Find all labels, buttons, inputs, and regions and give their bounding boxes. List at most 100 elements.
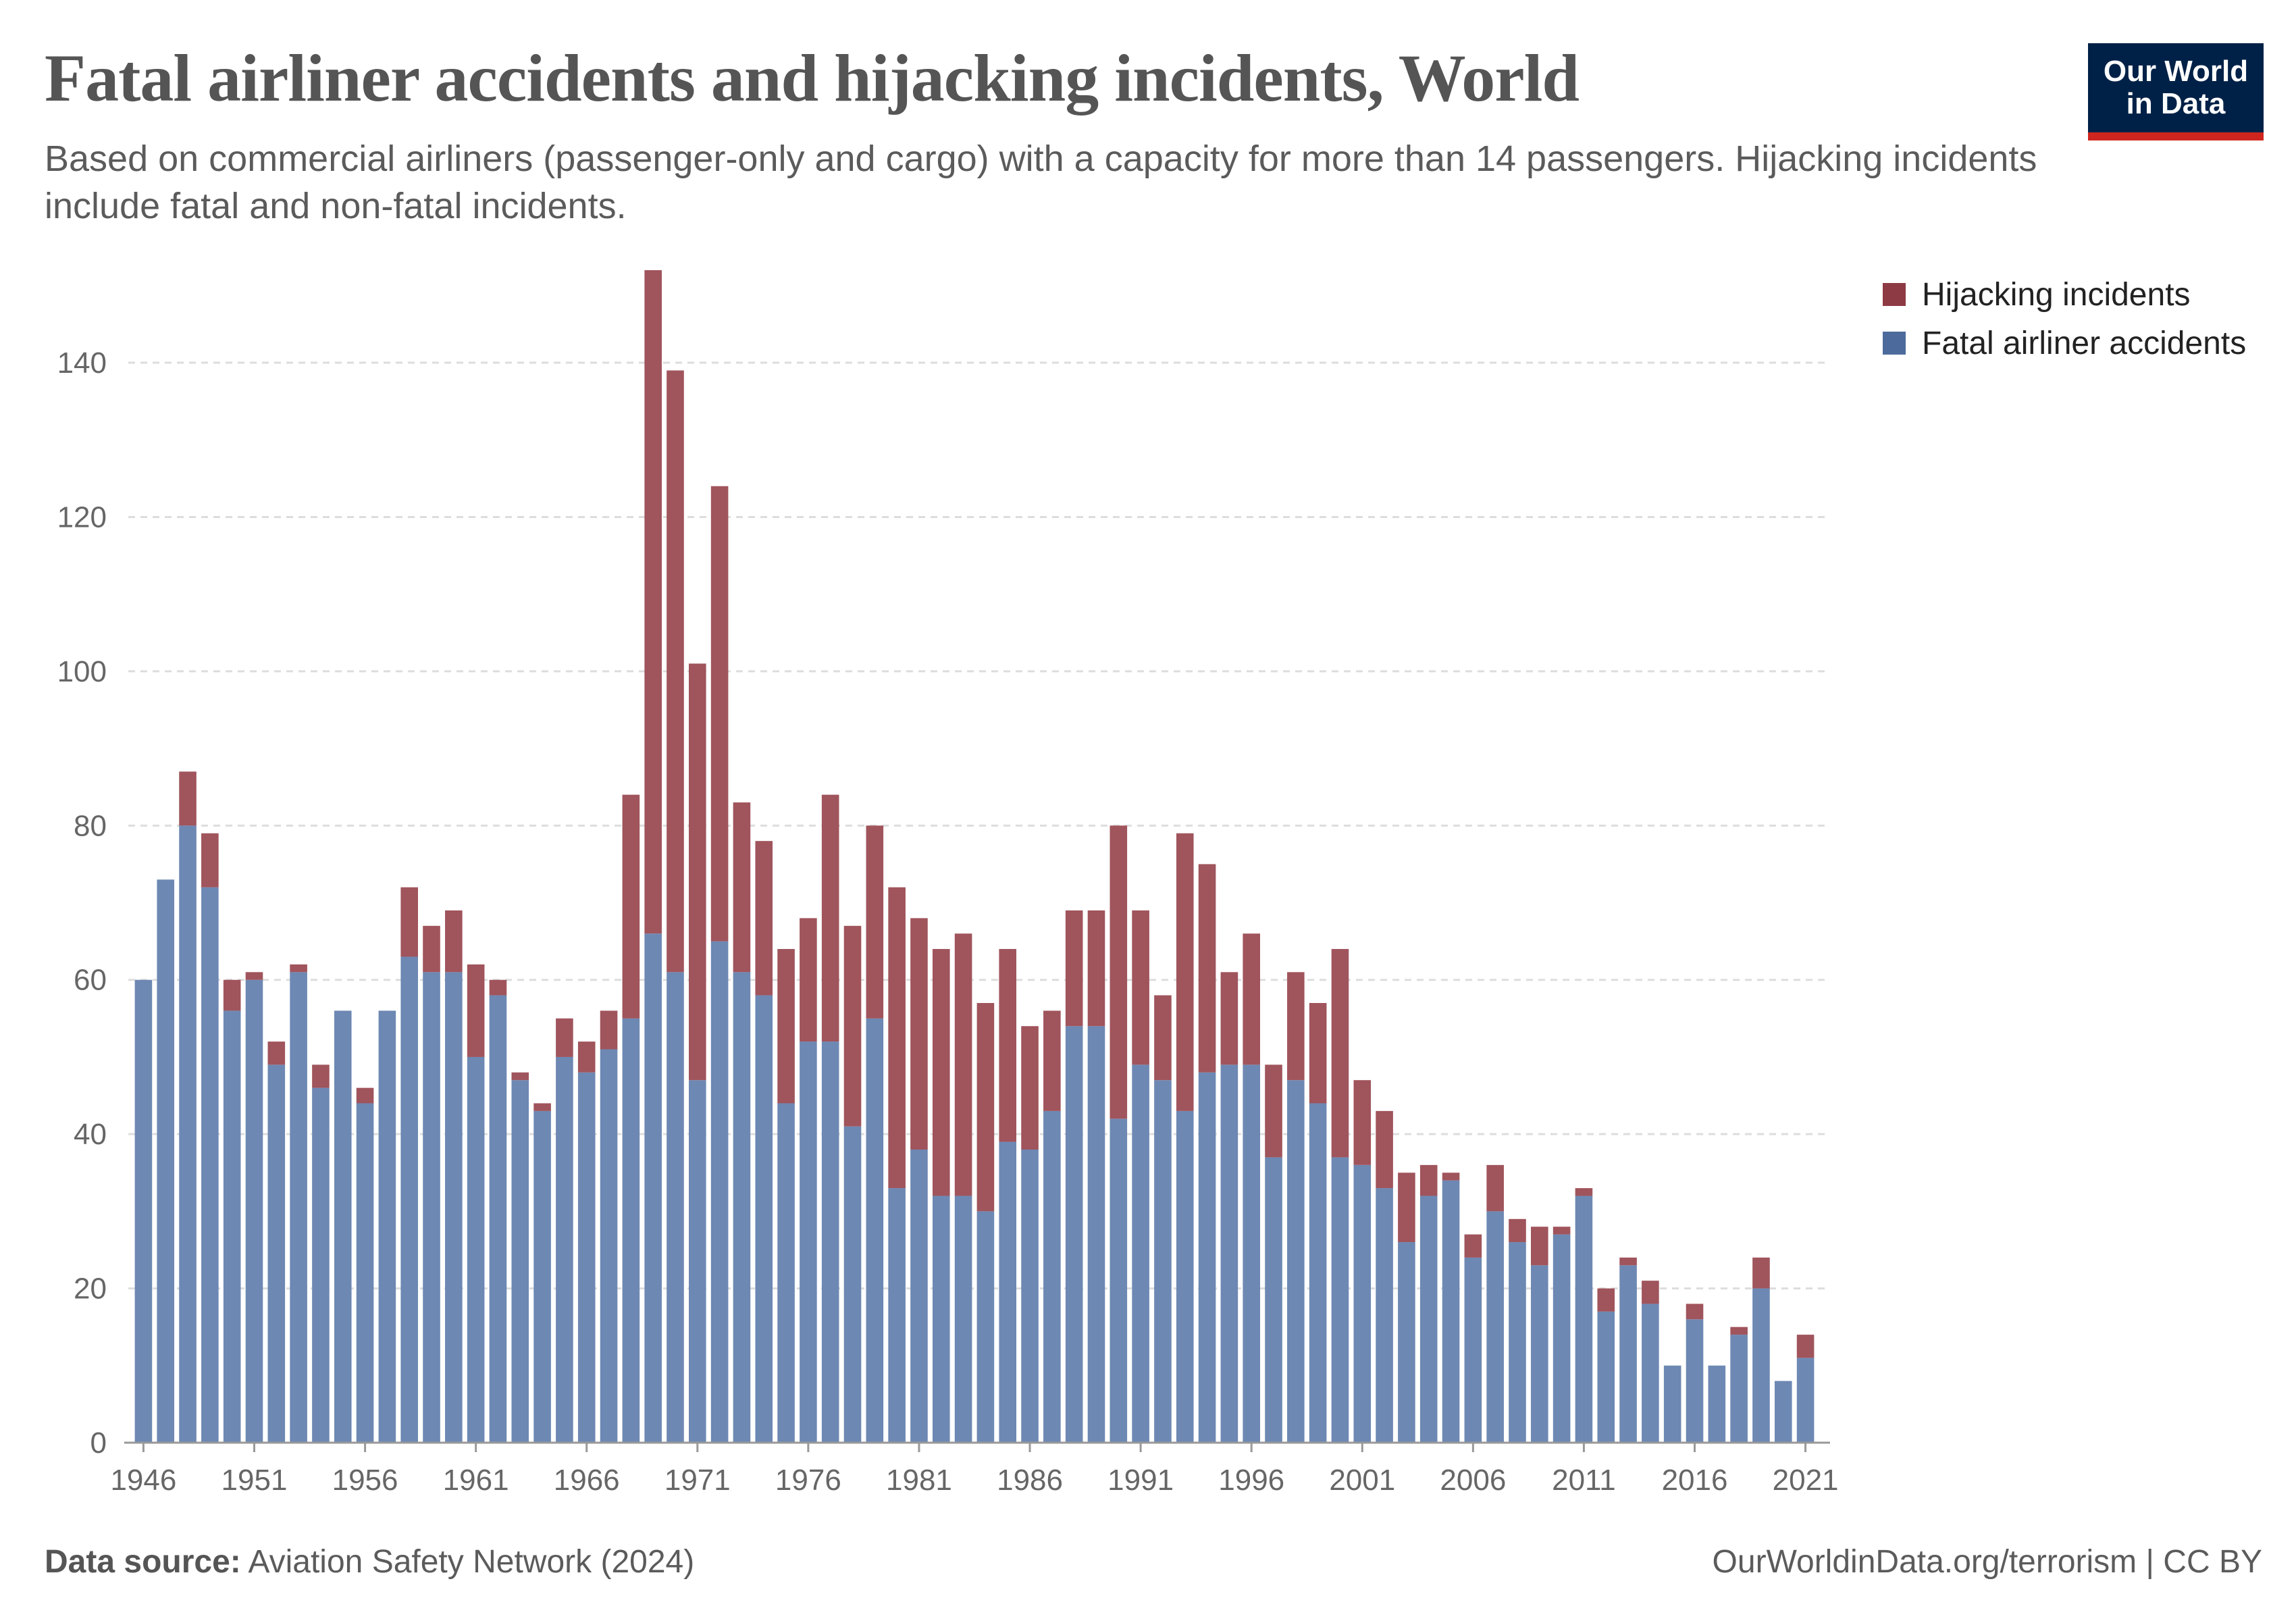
bar-accidents[interactable]	[1796, 1358, 1815, 1443]
bar-hijacking[interactable]	[1087, 910, 1105, 1027]
legend-item-accidents[interactable]: Fatal airliner accidents	[1883, 319, 2246, 367]
bar-accidents[interactable]	[467, 1056, 485, 1443]
bar-accidents[interactable]	[600, 1049, 618, 1443]
bar-accidents[interactable]	[821, 1041, 839, 1443]
bar-accidents[interactable]	[1619, 1265, 1637, 1443]
bar-hijacking[interactable]	[777, 949, 795, 1104]
bar-accidents[interactable]	[1065, 1026, 1083, 1443]
bar-accidents[interactable]	[777, 1103, 795, 1443]
bar-hijacking[interactable]	[843, 925, 862, 1127]
bar-hijacking[interactable]	[577, 1041, 596, 1073]
bar-accidents[interactable]	[1021, 1150, 1039, 1443]
bar-hijacking[interactable]	[467, 964, 485, 1057]
bar-accidents[interactable]	[866, 1018, 884, 1443]
bar-hijacking[interactable]	[400, 887, 418, 957]
bar-accidents[interactable]	[1331, 1157, 1349, 1443]
bar-accidents[interactable]	[1353, 1164, 1372, 1443]
bar-accidents[interactable]	[245, 979, 263, 1443]
bar-hijacking[interactable]	[1398, 1173, 1415, 1243]
bar-hijacking[interactable]	[423, 925, 440, 973]
bar-accidents[interactable]	[1265, 1157, 1282, 1443]
bar-accidents[interactable]	[489, 995, 507, 1443]
bar-hijacking[interactable]	[245, 972, 263, 980]
bar-hijacking[interactable]	[533, 1103, 551, 1111]
bar-accidents[interactable]	[378, 1010, 396, 1443]
bar-accidents[interactable]	[179, 825, 197, 1443]
bar-hijacking[interactable]	[267, 1041, 286, 1065]
footer-url[interactable]: OurWorldinData.org/terrorism | CC BY	[1712, 1544, 2262, 1580]
bar-hijacking[interactable]	[1043, 1010, 1061, 1111]
bar-hijacking[interactable]	[689, 663, 706, 1081]
legend-item-hijacking[interactable]: Hijacking incidents	[1883, 270, 2246, 319]
bar-hijacking[interactable]	[976, 1003, 995, 1212]
bar-accidents[interactable]	[1442, 1180, 1460, 1443]
bar-hijacking[interactable]	[733, 802, 751, 973]
bar-accidents[interactable]	[800, 1041, 817, 1443]
bar-accidents[interactable]	[999, 1141, 1017, 1443]
bar-accidents[interactable]	[1287, 1080, 1305, 1443]
bar-accidents[interactable]	[667, 972, 684, 1443]
bar-hijacking[interactable]	[932, 949, 950, 1196]
bar-hijacking[interactable]	[622, 794, 640, 1019]
bar-accidents[interactable]	[267, 1064, 286, 1443]
bar-accidents[interactable]	[157, 879, 175, 1443]
bar-hijacking[interactable]	[1619, 1257, 1637, 1266]
bar-hijacking[interactable]	[1575, 1188, 1593, 1196]
bar-hijacking[interactable]	[1309, 1003, 1327, 1104]
bar-accidents[interactable]	[445, 972, 463, 1443]
bar-hijacking[interactable]	[1796, 1335, 1815, 1358]
bar-hijacking[interactable]	[290, 964, 307, 973]
bar-hijacking[interactable]	[1509, 1218, 1526, 1243]
bar-hijacking[interactable]	[1132, 910, 1149, 1065]
bar-accidents[interactable]	[134, 979, 153, 1443]
bar-accidents[interactable]	[1486, 1211, 1504, 1443]
bar-hijacking[interactable]	[1198, 864, 1216, 1073]
bar-accidents[interactable]	[1154, 1080, 1172, 1443]
bar-accidents[interactable]	[1132, 1064, 1149, 1443]
bar-accidents[interactable]	[1110, 1118, 1128, 1443]
bar-hijacking[interactable]	[1287, 972, 1305, 1081]
bar-accidents[interactable]	[710, 941, 729, 1443]
bar-accidents[interactable]	[312, 1087, 330, 1443]
bar-hijacking[interactable]	[600, 1010, 618, 1050]
bar-accidents[interactable]	[755, 995, 773, 1443]
bar-accidents[interactable]	[954, 1195, 972, 1443]
bar-accidents[interactable]	[932, 1195, 950, 1443]
bar-hijacking[interactable]	[866, 825, 884, 1019]
bar-accidents[interactable]	[622, 1018, 640, 1443]
bar-hijacking[interactable]	[1220, 972, 1238, 1065]
bar-hijacking[interactable]	[954, 933, 972, 1196]
bar-accidents[interactable]	[1531, 1265, 1548, 1443]
bar-hijacking[interactable]	[1243, 933, 1260, 1065]
bar-accidents[interactable]	[976, 1211, 995, 1443]
bar-hijacking[interactable]	[179, 771, 197, 826]
bar-accidents[interactable]	[1774, 1381, 1792, 1443]
bar-hijacking[interactable]	[312, 1064, 330, 1088]
bar-hijacking[interactable]	[1486, 1164, 1504, 1212]
bar-hijacking[interactable]	[1110, 825, 1128, 1119]
bar-hijacking[interactable]	[800, 918, 817, 1042]
bar-accidents[interactable]	[1198, 1072, 1216, 1443]
bar-accidents[interactable]	[1708, 1365, 1726, 1443]
bar-hijacking[interactable]	[356, 1087, 374, 1104]
bar-hijacking[interactable]	[710, 486, 729, 942]
bar-accidents[interactable]	[556, 1056, 573, 1443]
bar-hijacking[interactable]	[1597, 1288, 1615, 1312]
bar-accidents[interactable]	[1575, 1195, 1593, 1443]
bar-hijacking[interactable]	[1419, 1164, 1438, 1196]
bar-accidents[interactable]	[888, 1188, 906, 1443]
bar-accidents[interactable]	[1243, 1064, 1260, 1443]
bar-accidents[interactable]	[1597, 1311, 1615, 1443]
bar-accidents[interactable]	[1376, 1188, 1393, 1443]
bar-accidents[interactable]	[1752, 1288, 1770, 1443]
bar-accidents[interactable]	[910, 1150, 928, 1443]
bar-hijacking[interactable]	[489, 979, 507, 996]
bar-accidents[interactable]	[1176, 1110, 1194, 1443]
bar-accidents[interactable]	[1464, 1257, 1482, 1443]
bar-accidents[interactable]	[1686, 1319, 1704, 1443]
bar-hijacking[interactable]	[556, 1018, 573, 1057]
bar-accidents[interactable]	[1309, 1103, 1327, 1443]
bar-hijacking[interactable]	[667, 370, 684, 973]
bar-accidents[interactable]	[1730, 1335, 1748, 1443]
bar-hijacking[interactable]	[1642, 1281, 1659, 1304]
